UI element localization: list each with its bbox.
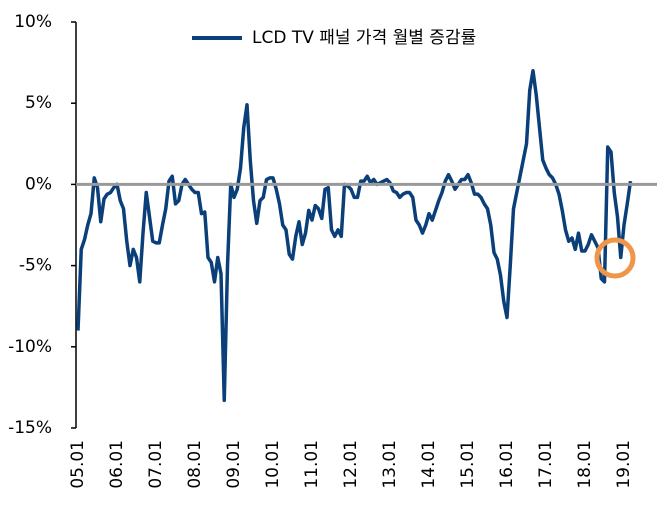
data-line: [76, 68, 633, 403]
x-tick-label: 14.01: [419, 440, 439, 489]
x-tick-label: 11.01: [302, 440, 322, 489]
x-tick-label: 05.01: [68, 440, 88, 489]
x-tick-label: 18.01: [575, 440, 595, 489]
y-tick-label: 10%: [14, 12, 52, 32]
y-tick-label: -10%: [8, 337, 52, 357]
x-tick-label: 09.01: [224, 440, 244, 489]
y-tick-label: -15%: [8, 418, 52, 438]
x-tick-label: 19.01: [614, 440, 634, 489]
x-tick-label: 16.01: [497, 440, 517, 489]
x-tick-label: 15.01: [458, 440, 478, 489]
y-tick-label: 0%: [25, 174, 52, 194]
x-tick-label: 07.01: [146, 440, 166, 489]
y-tick-label: 5%: [25, 93, 52, 113]
x-tick-label: 10.01: [263, 440, 283, 489]
x-tick-label: 06.01: [107, 440, 127, 489]
x-tick-label: 13.01: [380, 440, 400, 489]
highlight-circle: [594, 237, 636, 279]
x-tick-label: 08.01: [185, 440, 205, 489]
x-tick-label: 12.01: [341, 440, 361, 489]
x-tick-label: 17.01: [536, 440, 556, 489]
legend-label: LCD TV 패널 가격 월별 증감률: [252, 28, 476, 48]
y-tick-label: -5%: [19, 256, 52, 276]
